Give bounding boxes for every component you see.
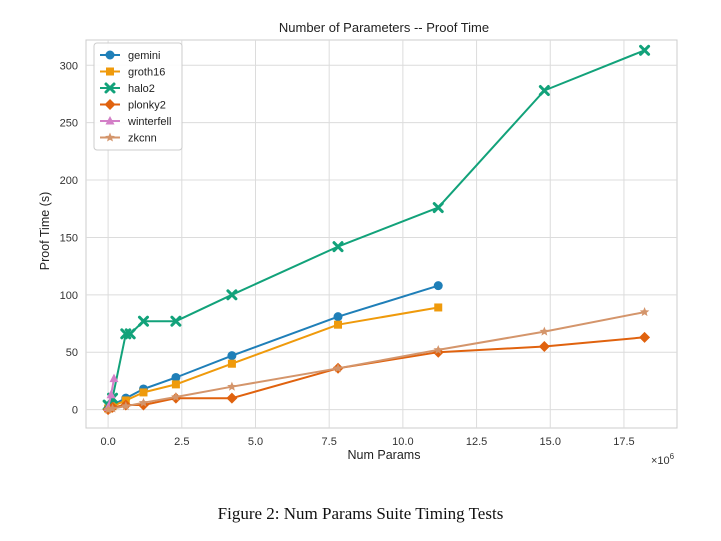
legend-marker-halo2 [104,82,116,94]
legend-label: zkcnn [128,133,157,145]
y-axis-label: Proof Time (s) [38,192,52,271]
legend-item-groth16: groth16 [100,67,165,79]
legend-marker-winterfell [105,116,115,125]
legend-label: gemini [128,50,160,62]
data-point-gemini [227,351,237,361]
data-point-halo2 [137,315,149,327]
legend-box [93,42,183,151]
y-tick-label: 300 [60,60,78,72]
legend-label: groth16 [128,67,165,79]
legend-marker-plonky2 [104,99,116,110]
x-tick-label: 2.5 [174,436,189,448]
legend-marker-groth16 [106,67,114,76]
data-point-halo2 [538,85,550,97]
legend-label: plonky2 [128,100,166,112]
data-point-groth16 [171,380,180,389]
data-point-plonky2 [226,392,238,404]
data-point-halo2 [332,241,344,253]
series-layer [102,44,651,416]
data-point-zkcnn [333,363,343,373]
data-point-gemini [171,372,181,382]
y-tick-label: 0 [72,405,78,417]
data-point-zkcnn [539,326,550,336]
legend-marker-gemini [105,50,115,60]
x-tick-label: 10.0 [392,436,413,448]
legend-label: halo2 [128,83,155,95]
data-point-zkcnn [171,392,181,402]
x-tick-label: 5.0 [248,436,263,448]
data-point-gemini [433,281,443,291]
x-offset-label: ×106 [651,452,675,467]
y-tick-label: 200 [60,175,78,187]
data-point-zkcnn [103,404,113,414]
legend-item-plonky2: plonky2 [100,99,166,112]
data-point-groth16 [334,320,343,329]
y-tick-label: 250 [60,118,78,130]
data-point-plonky2 [639,331,651,343]
legend-item-halo2: halo2 [100,82,155,95]
x-tick-label: 7.5 [322,436,337,448]
data-point-groth16 [434,303,443,312]
data-point-halo2 [170,315,182,327]
axis-ticks: 0.0 2.5 5.0 7.5 10.0 12.5 15.0 17.5 0 50 100 150 200… [60,60,635,448]
legend-marker-zkcnn [105,132,115,142]
data-point-groth16 [139,388,148,397]
legend-label: winterfell [127,116,171,128]
data-point-gemini [333,312,343,322]
legend: gemini groth16 halo2 plonky2 winterfell zkcnn [93,42,183,151]
y-tick-label: 100 [60,290,78,302]
legend-item-zkcnn: zkcnn [100,132,157,145]
data-point-zkcnn [639,307,650,317]
legend-item-winterfell: winterfell [100,116,171,128]
plot-area [85,39,678,429]
series-line-plonky2 [107,336,645,411]
x-axis-label: Num Params [348,448,421,462]
x-tick-label: 17.5 [613,436,634,448]
x-tick-label: 15.0 [540,436,561,448]
data-point-winterfell [106,389,116,399]
x-tick-label: 12.5 [466,436,487,448]
y-tick-label: 150 [60,232,78,244]
chart-title: Number of Parameters -- Proof Time [279,20,489,35]
data-point-halo2 [226,289,238,301]
data-point-zkcnn [433,344,443,354]
data-point-plonky2 [538,340,550,352]
data-point-zkcnn [107,403,118,413]
series-line-zkcnn [107,311,645,411]
data-point-winterfell [109,373,119,383]
data-point-zkcnn [138,397,149,407]
legend-item-gemini: gemini [100,50,160,62]
grid [86,40,677,428]
data-point-groth16 [227,359,236,368]
data-point-zkcnn [121,401,131,411]
data-point-halo2 [432,202,444,214]
data-point-halo2 [639,44,651,56]
x-tick-label: 0.0 [100,436,115,448]
data-point-halo2 [124,328,136,340]
series-zkcnn [103,307,650,414]
line-chart: 0.0 2.5 5.0 7.5 10.0 12.5 15.0 17.5 0 50 100 150 200… [38,20,678,467]
data-point-zkcnn [227,381,237,391]
y-tick-label: 50 [66,347,78,359]
figure-caption: Figure 2: Num Params Suite Timing Tests [217,504,504,523]
